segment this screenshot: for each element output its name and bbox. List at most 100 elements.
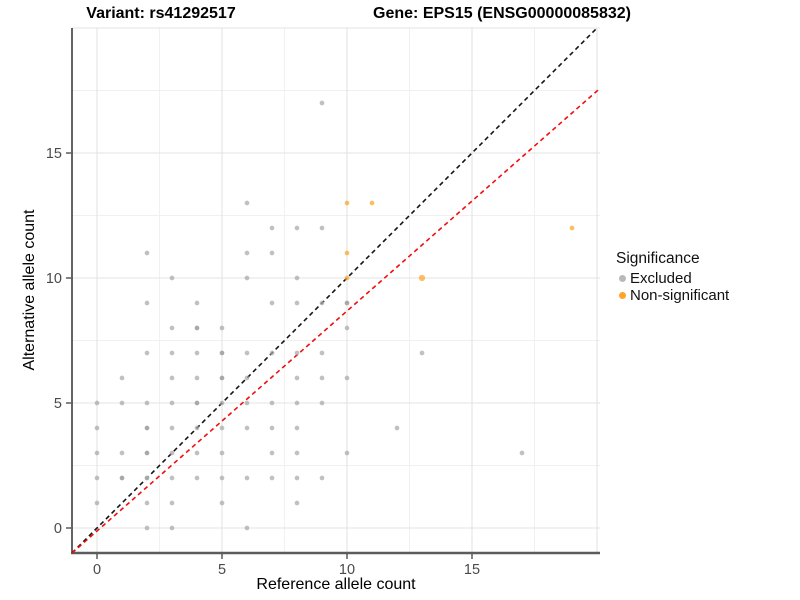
x-tick-label: 0 — [93, 562, 101, 578]
data-point-excluded — [319, 225, 325, 231]
legend-item-label: Excluded — [630, 270, 692, 287]
data-point-excluded — [169, 500, 175, 506]
data-point-excluded — [144, 425, 150, 431]
data-point-excluded — [144, 525, 150, 531]
data-point-excluded — [169, 275, 175, 281]
data-point-excluded — [244, 475, 250, 481]
data-point-excluded — [319, 375, 325, 381]
x-tick-label: 15 — [464, 562, 480, 578]
data-point-excluded — [94, 400, 100, 406]
data-point-excluded — [219, 500, 225, 506]
data-point-excluded — [319, 475, 325, 481]
data-point-excluded — [269, 425, 275, 431]
x-tick-label: 10 — [339, 562, 355, 578]
data-point-excluded — [319, 100, 325, 106]
data-point-excluded — [119, 375, 125, 381]
excluded-dot-icon — [619, 275, 626, 282]
data-point-excluded — [294, 350, 300, 356]
data-point-excluded — [344, 300, 350, 306]
y-tick-label: 15 — [46, 146, 62, 162]
data-point-excluded — [194, 350, 200, 356]
legend-title: Significance — [616, 250, 700, 267]
x-tick-label: 5 — [218, 562, 226, 578]
data-point-excluded — [194, 325, 200, 331]
data-point-excluded — [194, 400, 200, 406]
data-point-excluded — [169, 475, 175, 481]
data-point-excluded — [169, 450, 175, 456]
data-point-excluded — [94, 500, 100, 506]
data-point-non-significant — [369, 200, 375, 206]
data-point-excluded — [294, 225, 300, 231]
data-point-non-significant — [344, 275, 350, 281]
legend-item-label: Non-significant — [630, 287, 730, 304]
data-point-excluded — [169, 400, 175, 406]
data-point-excluded — [294, 375, 300, 381]
data-point-excluded — [269, 400, 275, 406]
legend-item-excluded: Excluded — [616, 270, 729, 287]
y-tick-label: 10 — [46, 271, 62, 287]
data-point-excluded — [219, 425, 225, 431]
data-point-non-significant — [569, 225, 575, 231]
data-point-excluded — [94, 425, 100, 431]
data-point-excluded — [219, 375, 225, 381]
fitted-ratio-dashed-line — [71, 87, 601, 554]
y-axis-title: Alternative allele count — [21, 209, 38, 371]
data-point-non-significant — [344, 250, 350, 256]
data-point-excluded — [319, 400, 325, 406]
data-point-excluded — [294, 400, 300, 406]
data-point-excluded — [194, 475, 200, 481]
data-point-excluded — [194, 375, 200, 381]
data-point-excluded — [269, 475, 275, 481]
data-point-excluded — [294, 475, 300, 481]
data-point-excluded — [194, 300, 200, 306]
data-point-excluded — [419, 350, 425, 356]
data-point-excluded — [294, 425, 300, 431]
data-point-excluded — [344, 325, 350, 331]
data-point-excluded — [519, 450, 525, 456]
data-point-excluded — [244, 525, 250, 531]
data-point-excluded — [144, 300, 150, 306]
data-point-excluded — [269, 250, 275, 256]
data-point-excluded — [194, 425, 200, 431]
data-point-excluded — [94, 450, 100, 456]
data-point-excluded — [244, 400, 250, 406]
data-point-excluded — [244, 275, 250, 281]
data-point-excluded — [219, 450, 225, 456]
data-point-excluded — [169, 325, 175, 331]
legend-item-non-significant: Non-significant — [616, 287, 729, 304]
data-point-excluded — [169, 375, 175, 381]
data-point-excluded — [294, 275, 300, 281]
data-point-excluded — [344, 450, 350, 456]
identity-dashed-line — [71, 27, 598, 554]
data-point-excluded — [119, 450, 125, 456]
data-point-excluded — [144, 400, 150, 406]
data-point-excluded — [319, 350, 325, 356]
data-point-excluded — [169, 425, 175, 431]
data-point-excluded — [244, 350, 250, 356]
legend: Significance Excluded Non-significant — [616, 250, 729, 304]
data-point-excluded — [194, 450, 200, 456]
data-point-excluded — [294, 300, 300, 306]
data-point-excluded — [269, 350, 275, 356]
data-point-excluded — [94, 475, 100, 481]
gene-title: Gene: EPS15 (ENSG00000085832) — [373, 5, 631, 22]
data-point-non-significant — [418, 274, 426, 282]
data-point-excluded — [219, 350, 225, 356]
data-point-excluded — [119, 475, 125, 481]
data-point-excluded — [219, 325, 225, 331]
data-point-excluded — [169, 525, 175, 531]
data-point-excluded — [144, 475, 150, 481]
data-point-excluded — [144, 450, 150, 456]
data-point-excluded — [144, 350, 150, 356]
data-point-excluded — [219, 475, 225, 481]
data-point-excluded — [244, 200, 250, 206]
data-point-excluded — [294, 450, 300, 456]
data-point-excluded — [244, 425, 250, 431]
data-point-excluded — [269, 450, 275, 456]
data-point-excluded — [269, 300, 275, 306]
data-point-excluded — [319, 300, 325, 306]
data-point-non-significant — [344, 200, 350, 206]
x-axis-title: Reference allele count — [256, 576, 416, 593]
